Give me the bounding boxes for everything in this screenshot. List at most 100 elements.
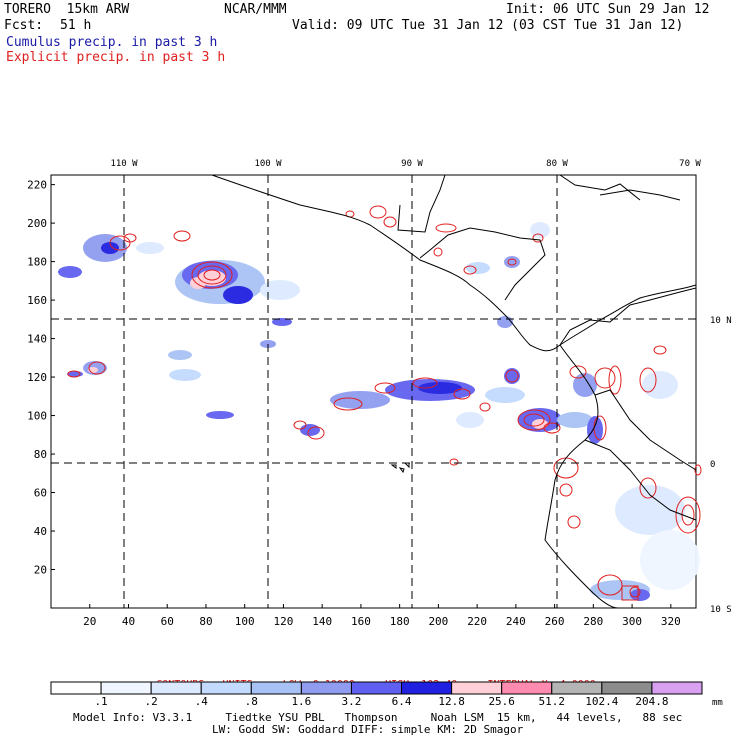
- colorbar-label: 1.6: [291, 695, 311, 708]
- precip-area: [272, 318, 292, 326]
- x-tick-label: 80: [199, 615, 212, 628]
- contour: [463, 265, 477, 275]
- x-tick-label: 40: [122, 615, 135, 628]
- contour: [383, 216, 397, 228]
- contour: [621, 585, 639, 601]
- x-tick-label: 320: [661, 615, 681, 628]
- colorbar-cell: [601, 681, 653, 695]
- precip-area: [532, 419, 548, 429]
- colorbar-label: .1: [94, 695, 107, 708]
- precip-area: [557, 412, 593, 428]
- coastline-central-america: [211, 174, 697, 352]
- y-tick-label: 120: [27, 371, 47, 384]
- colorbar-cell: [501, 681, 553, 695]
- colorbar-label: 51.2: [539, 695, 566, 708]
- contour: [307, 426, 325, 440]
- contour: [479, 402, 491, 412]
- precip-area: [573, 373, 597, 397]
- lon-label: 110 W: [110, 159, 138, 169]
- colorbar-label: 25.6: [488, 695, 515, 708]
- y-tick-label: 200: [27, 217, 47, 230]
- y-axis-ticks: 20 40 60 80 100 120 140 160 180 200 220: [27, 179, 55, 577]
- y-tick-label: 60: [34, 487, 47, 500]
- lat-label: 10 N: [710, 316, 732, 326]
- precip-area: [223, 286, 253, 304]
- coastline-hispaniola: [559, 174, 641, 201]
- model-info-line1: Model Info: V3.3.1 Tiedtke YSU PBL Thomp…: [73, 711, 683, 724]
- x-tick-label: 280: [583, 615, 603, 628]
- x-tick-label: 140: [312, 615, 332, 628]
- colorbar-label: 12.8: [438, 695, 465, 708]
- colorbar-cell: [200, 681, 252, 695]
- coastline-yucatan: [397, 174, 446, 233]
- contour: [412, 377, 438, 389]
- colorbar-label: .8: [245, 695, 258, 708]
- y-tick-label: 20: [34, 564, 47, 577]
- colorbar-cell: [401, 681, 453, 695]
- precip-area: [136, 242, 164, 254]
- contour: [675, 496, 701, 534]
- init-time: Init: 06 UTC Sun 29 Jan 12: [506, 2, 710, 17]
- forecast-hours: 51 h: [60, 18, 92, 33]
- precip-area: [101, 242, 119, 254]
- y-tick-label: 100: [27, 410, 47, 423]
- contour: [653, 345, 667, 355]
- contour: [191, 261, 233, 289]
- x-tick-label: 120: [273, 615, 293, 628]
- precip-area: [615, 485, 685, 535]
- contour: [369, 205, 387, 219]
- y-tick-label: 160: [27, 294, 47, 307]
- contour: [694, 464, 702, 476]
- contour: [532, 233, 544, 243]
- precip-area: [418, 382, 462, 394]
- lon-label: 90 W: [401, 159, 423, 169]
- precip-explicit-areas: [88, 270, 548, 429]
- colorbar-label: 6.4: [392, 695, 412, 708]
- coastline-panama: [559, 287, 697, 346]
- colorbar-cell: [350, 681, 403, 695]
- contour: [569, 365, 587, 379]
- contour: [559, 483, 573, 497]
- x-tick-label: 260: [545, 615, 565, 628]
- contour: [543, 422, 561, 434]
- colorbar-cell: [150, 681, 202, 695]
- coastline-caribbean-islands: [599, 189, 681, 201]
- model-name: TORERO 15km ARW: [4, 2, 130, 17]
- x-tick-label: 20: [83, 615, 96, 628]
- explicit-contours: [67, 205, 702, 601]
- contour: [67, 370, 81, 378]
- contour: [109, 235, 131, 251]
- precip-area: [630, 589, 650, 601]
- precip-area: [485, 387, 525, 403]
- contour: [435, 223, 457, 233]
- contour: [517, 409, 551, 431]
- contour: [88, 361, 106, 375]
- precip-area: [530, 222, 550, 238]
- precip-area: [587, 416, 603, 444]
- contour: [629, 586, 641, 598]
- contour: [333, 397, 363, 411]
- colorbar-label: .2: [145, 695, 158, 708]
- y-tick-label: 140: [27, 333, 47, 346]
- contour: [293, 420, 307, 430]
- organization: NCAR/MMM: [224, 2, 287, 17]
- colorbar-label: 204.8: [635, 695, 668, 708]
- contour: [639, 367, 657, 393]
- y-tick-label: 80: [34, 448, 47, 461]
- model-info-line2: LW: Godd SW: Goddard DIFF: simple KM: 2D…: [212, 723, 524, 736]
- contour: [505, 369, 519, 383]
- lat-lon-grid: [51, 175, 696, 608]
- galapagos-islands: [390, 462, 410, 474]
- precip-area: [168, 350, 192, 360]
- y-tick-label: 180: [27, 256, 47, 269]
- cumulus-title: Cumulus precip. in past 3 h: [6, 35, 218, 50]
- precip-area: [640, 530, 700, 590]
- contour: [597, 574, 623, 596]
- map-frame: [50, 174, 697, 609]
- colorbar-cell: [551, 681, 603, 695]
- explicit-title: Explicit precip. in past 3 h: [6, 50, 226, 65]
- colorbar-cell: [651, 681, 703, 695]
- colorbar-cell: [451, 681, 503, 695]
- valid-time: Valid: 09 UTC Tue 31 Jan 12 (03 CST Tue …: [292, 18, 684, 33]
